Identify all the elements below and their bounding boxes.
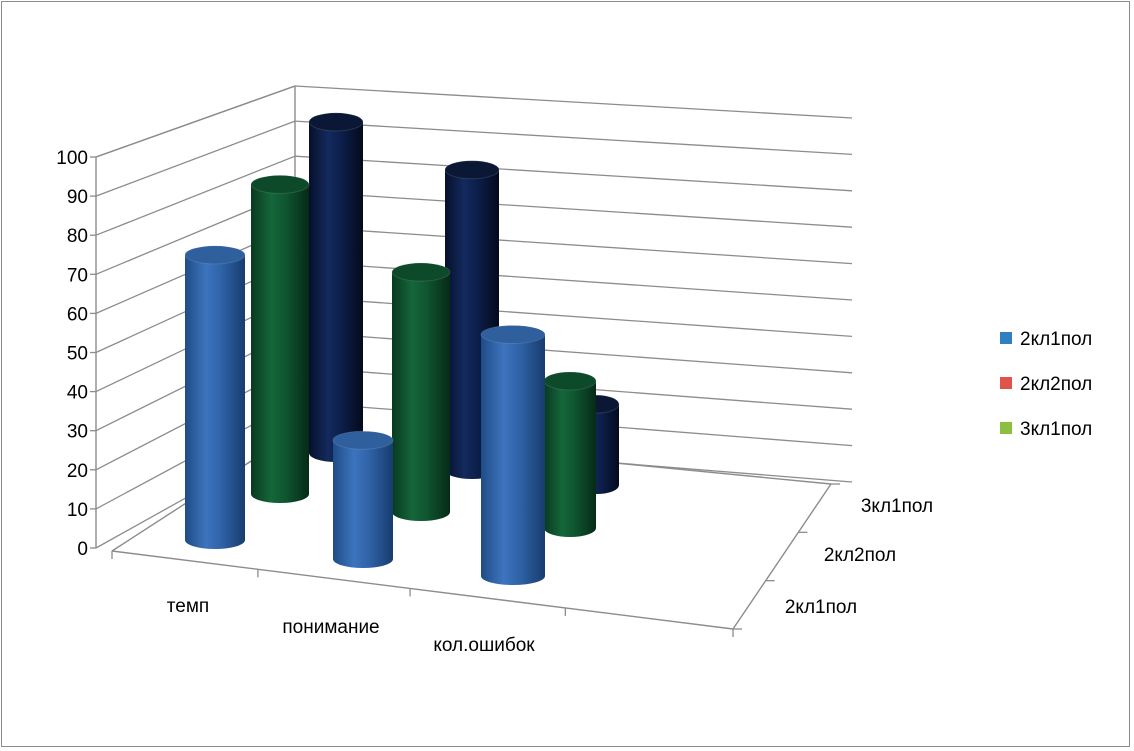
y-tick-label: 10 xyxy=(67,500,88,521)
bar-body xyxy=(481,334,545,585)
y-tick-label: 20 xyxy=(67,461,88,482)
gridline-back xyxy=(294,295,853,338)
bar-top xyxy=(184,245,246,265)
depth-axis-label: 2кл1пол xyxy=(785,597,857,618)
y-tick-label: 60 xyxy=(67,304,88,325)
bar-body xyxy=(333,440,393,568)
category-label: темп xyxy=(167,596,209,617)
gridline-left xyxy=(95,85,296,158)
bar-body xyxy=(392,272,450,521)
gridline-back xyxy=(294,155,853,192)
gridline-back xyxy=(294,190,853,228)
gridline-back xyxy=(294,225,853,265)
depth-axis-label: 2кл2пол xyxy=(824,545,896,566)
legend-label: 3кл1пол xyxy=(1020,419,1092,440)
bar-top xyxy=(391,262,451,282)
bar-body xyxy=(185,254,245,549)
bars xyxy=(184,112,620,585)
legend-label: 2кл2пол xyxy=(1020,374,1092,395)
bar-3кл1пол-1 xyxy=(391,262,451,521)
bar-2кл1пол_dark-0 xyxy=(308,112,364,463)
legend-swatch xyxy=(1000,377,1012,389)
y-tick-label: 80 xyxy=(67,226,88,247)
legend-label: 2кл1пол xyxy=(1020,329,1092,350)
bar-body xyxy=(251,184,309,503)
legend-swatch xyxy=(1000,422,1012,434)
y-tick-label: 30 xyxy=(67,422,88,443)
y-axis-tick-labels: 0 10 20 30 40 50 60 70 80 90 100 xyxy=(56,148,88,560)
depth-axis-labels: 2кл1пол 2кл2пол 3кл1пол xyxy=(785,496,933,618)
y-tick-label: 70 xyxy=(67,265,88,286)
gridline-back xyxy=(294,331,853,374)
bar-top xyxy=(444,160,500,180)
bar-top xyxy=(543,371,597,391)
gridline-back xyxy=(294,120,853,156)
bar-3кл1пол-0 xyxy=(250,174,310,503)
bar-body xyxy=(544,380,596,537)
bar-2кл1пол-2 xyxy=(480,324,546,585)
y-tick-label: 90 xyxy=(67,187,88,208)
bar-3кл1пол-2 xyxy=(543,371,597,537)
y-tick-label: 100 xyxy=(56,148,88,169)
floor-right-edge xyxy=(732,483,832,630)
gridline-left xyxy=(95,120,296,197)
y-tick-label: 0 xyxy=(77,539,88,560)
bar-2кл1пол-1 xyxy=(332,430,394,568)
y-tick-label: 50 xyxy=(67,344,88,365)
depth-axis-label: 3кл1пол xyxy=(861,496,933,517)
bar-body xyxy=(309,121,363,463)
bar-top xyxy=(332,430,394,450)
legend: 2кл1пол 2кл2пол 3кл1пол xyxy=(1000,329,1092,440)
category-labels: темп понимание кол.ошибок xyxy=(167,596,536,656)
bar-top xyxy=(250,174,310,194)
floor-front-edge xyxy=(111,550,734,630)
floor-ticks xyxy=(111,483,840,637)
y-tick-label: 40 xyxy=(67,383,88,404)
bar-top xyxy=(480,324,546,344)
gridline-back xyxy=(294,260,853,301)
bar-top xyxy=(308,112,364,132)
gridline-back xyxy=(294,85,853,119)
bar-2кл1пол-0 xyxy=(184,245,246,549)
category-label: кол.ошибок xyxy=(433,635,535,656)
gridline-left xyxy=(95,155,296,236)
category-label: понимание xyxy=(282,617,379,638)
legend-swatch xyxy=(1000,332,1012,344)
